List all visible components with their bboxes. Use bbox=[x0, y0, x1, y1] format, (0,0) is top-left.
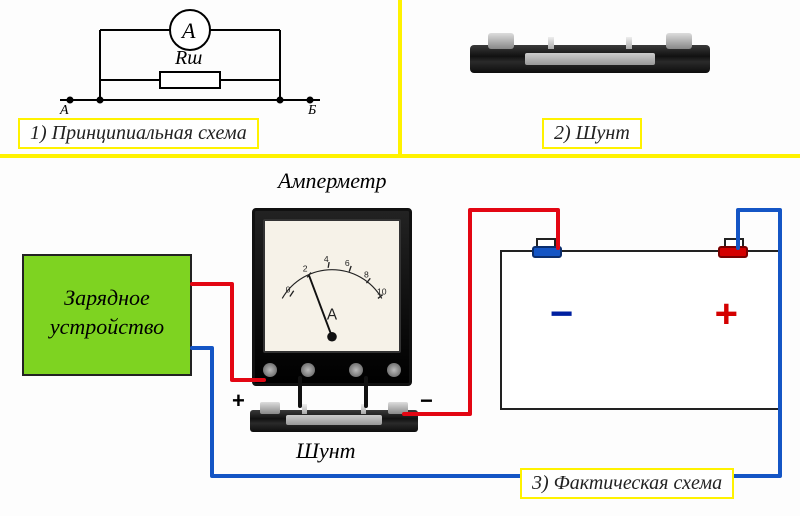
battery-minus: − bbox=[550, 292, 573, 337]
schematic-endpoint-b: Б bbox=[307, 103, 316, 118]
svg-text:0: 0 bbox=[286, 285, 291, 295]
ammeter-plus-sign: + bbox=[232, 388, 245, 414]
svg-text:8: 8 bbox=[364, 269, 369, 279]
battery-plus: + bbox=[715, 292, 738, 337]
charger-line1: Зарядное bbox=[24, 284, 190, 313]
schematic-ammeter-letter: А bbox=[180, 18, 196, 43]
charger-box: Зарядное устройство bbox=[22, 254, 192, 376]
svg-text:4: 4 bbox=[324, 254, 329, 264]
shunt-photo bbox=[470, 35, 710, 83]
ammeter-label: Амперметр bbox=[278, 168, 387, 194]
vertical-divider bbox=[398, 0, 402, 154]
battery-box: − + bbox=[500, 250, 780, 410]
svg-text:2: 2 bbox=[303, 264, 308, 274]
horizontal-divider bbox=[0, 154, 800, 158]
panel-1-label: 1) Принципиальная схема bbox=[18, 118, 259, 149]
ammeter-device: 0 2 4 6 8 10 А bbox=[252, 208, 412, 386]
panel-3-label: 3) Фактическая схема bbox=[520, 468, 734, 499]
ammeter-unit: А bbox=[327, 307, 338, 324]
schematic-endpoint-a: А bbox=[59, 103, 69, 118]
shunt-in-circuit bbox=[250, 404, 418, 438]
schematic-diagram: А Б Rш А bbox=[40, 8, 340, 118]
shunt-label: Шунт bbox=[296, 438, 356, 464]
ammeter-minus-sign: − bbox=[420, 388, 433, 414]
charger-line2: устройство bbox=[24, 313, 190, 342]
svg-text:6: 6 bbox=[345, 258, 350, 268]
panel-2-label: 2) Шунт bbox=[542, 118, 642, 149]
